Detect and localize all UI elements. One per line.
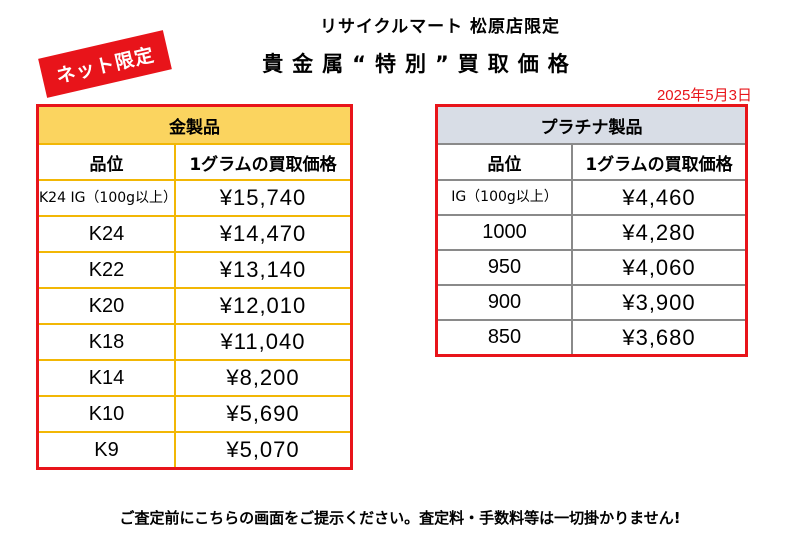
gold-grade-cell: K18 [36, 323, 176, 361]
gold-price-cell: ¥12,010 [174, 287, 353, 325]
gold-price-table: 金製品 品位 1グラムの買取価格 K24 IG（100g以上） ¥15,740 … [36, 104, 353, 470]
net-only-badge: ネット限定 [38, 30, 172, 98]
gold-price-cell: ¥11,040 [174, 323, 353, 361]
gold-price-cell: ¥15,740 [174, 179, 353, 217]
table-row: IG（100g以上） ¥4,460 [435, 179, 748, 216]
footer-note: ご査定前にこちらの画面をご提示ください。査定料・手数料等は一切掛かりません! [119, 509, 681, 527]
gold-grade-column-header: 品位 [36, 143, 176, 181]
platinum-grade-cell: 950 [435, 249, 573, 286]
platinum-price-cell: ¥4,460 [571, 179, 748, 216]
gold-grade-cell: K9 [36, 431, 176, 470]
platinum-price-column-header: 1グラムの買取価格 [571, 143, 748, 181]
platinum-category-header: プラチナ製品 [435, 104, 748, 145]
platinum-price-table: プラチナ製品 品位 1グラムの買取価格 IG（100g以上） ¥4,460 10… [435, 104, 748, 357]
gold-grade-cell: K24 IG（100g以上） [36, 179, 177, 217]
gold-grade-cell: K22 [36, 251, 176, 289]
gold-category-header: 金製品 [36, 104, 353, 145]
table-row: K9 ¥5,070 [36, 431, 353, 470]
table-row: K10 ¥5,690 [36, 395, 353, 433]
platinum-price-cell: ¥3,680 [571, 319, 748, 357]
platinum-grade-cell: IG（100g以上） [435, 179, 573, 216]
gold-price-cell: ¥14,470 [174, 215, 353, 253]
table-row: K24 IG（100g以上） ¥15,740 [36, 179, 353, 217]
table-row: K22 ¥13,140 [36, 251, 353, 289]
platinum-grade-cell: 1000 [435, 214, 573, 251]
gold-price-cell: ¥8,200 [174, 359, 353, 397]
platinum-grade-cell: 900 [435, 284, 573, 321]
gold-grade-cell: K20 [36, 287, 176, 325]
gold-grade-cell: K10 [36, 395, 176, 433]
gold-price-column-header: 1グラムの買取価格 [174, 143, 353, 181]
table-row: K24 ¥14,470 [36, 215, 353, 253]
table-row: K20 ¥12,010 [36, 287, 353, 325]
platinum-grade-column-header: 品位 [435, 143, 573, 181]
gold-grade-cell: K24 [36, 215, 176, 253]
table-row: 850 ¥3,680 [435, 319, 748, 357]
platinum-price-cell: ¥3,900 [571, 284, 748, 321]
platinum-grade-cell: 850 [435, 319, 573, 357]
page-title: 貴金属“特別”買取価格 [262, 52, 578, 76]
table-row: K18 ¥11,040 [36, 323, 353, 361]
table-row: 950 ¥4,060 [435, 249, 748, 286]
table-row: 900 ¥3,900 [435, 284, 748, 321]
gold-price-cell: ¥5,690 [174, 395, 353, 433]
platinum-price-cell: ¥4,060 [571, 249, 748, 286]
store-title: リサイクルマート 松原店限定 [319, 17, 561, 37]
gold-price-cell: ¥5,070 [174, 431, 353, 470]
platinum-price-cell: ¥4,280 [571, 214, 748, 251]
table-row: 1000 ¥4,280 [435, 214, 748, 251]
table-row: K14 ¥8,200 [36, 359, 353, 397]
gold-price-cell: ¥13,140 [174, 251, 353, 289]
price-date: 2025年5月3日 [656, 87, 752, 104]
gold-grade-cell: K14 [36, 359, 176, 397]
